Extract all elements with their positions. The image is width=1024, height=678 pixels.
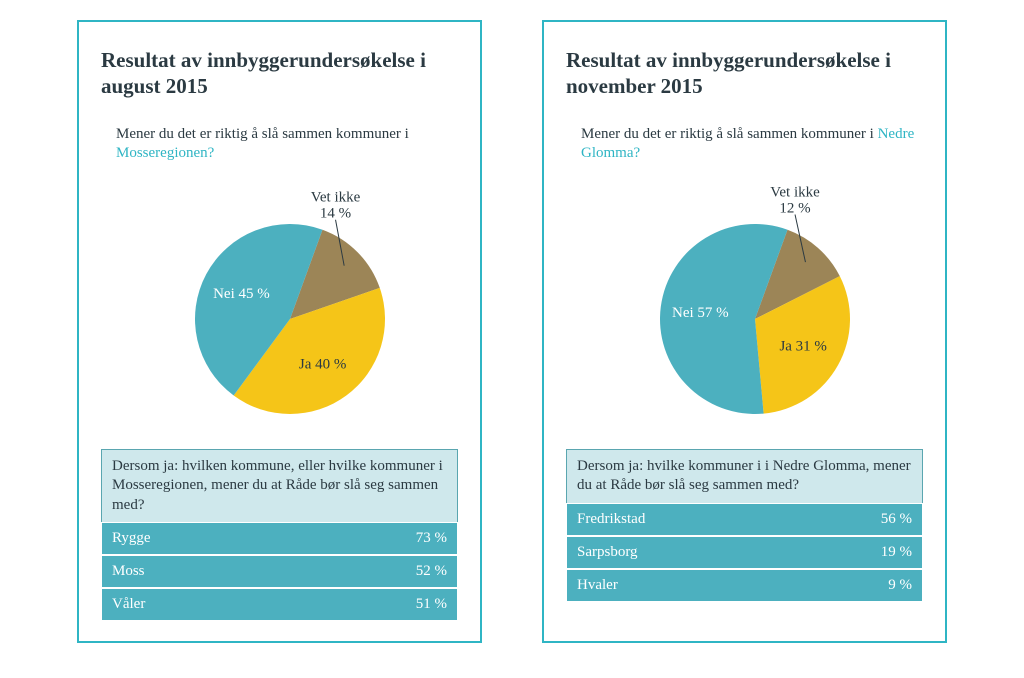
row-value: 19 % — [843, 536, 923, 569]
table-row: Rygge73 % — [101, 522, 458, 555]
pie-question: Mener du det er riktig å slå sammen komm… — [116, 125, 458, 164]
pie-label-nei: Nei 45 % — [213, 286, 270, 302]
question-highlight: Mosseregionen? — [116, 145, 214, 161]
pie-pct-vetikke: 12 % — [779, 200, 810, 216]
row-name: Moss — [101, 555, 378, 588]
row-value: 9 % — [843, 569, 923, 602]
panel-november: Resultat av innbyggerundersøkelse i nove… — [542, 20, 947, 643]
row-name: Rygge — [101, 522, 378, 555]
row-value: 52 % — [378, 555, 458, 588]
table-row: Hvaler9 % — [566, 569, 923, 602]
panel-august: Resultat av innbyggerundersøkelse i augu… — [77, 20, 482, 643]
pie-chart: Vet ikke14 % Ja 40 % Nei 45 % — [101, 169, 458, 429]
table-question: Dersom ja: hvilke kommuner i i Nedre Glo… — [566, 449, 923, 503]
pie-label-nei: Nei 57 % — [672, 305, 729, 321]
pie-label-ja: Ja 40 % — [298, 356, 346, 372]
result-table: Dersom ja: hvilken kommune, eller hvilke… — [101, 449, 458, 622]
question-pre: Mener du det er riktig å slå sammen komm… — [581, 126, 878, 142]
table-row: Fredrikstad56 % — [566, 503, 923, 536]
pie-pct-vetikke: 14 % — [319, 205, 350, 221]
row-value: 73 % — [378, 522, 458, 555]
pie-label-ja: Ja 31 % — [779, 338, 827, 354]
pie-chart: Vet ikke12 % Ja 31 % Nei 57 % — [566, 169, 923, 429]
row-value: 51 % — [378, 588, 458, 621]
pie-label-vetikke: Vet ikke — [310, 189, 360, 205]
row-name: Sarpsborg — [566, 536, 843, 569]
pie-question: Mener du det er riktig å slå sammen komm… — [581, 125, 923, 164]
row-name: Fredrikstad — [566, 503, 843, 536]
panel-title: Resultat av innbyggerundersøkelse i augu… — [101, 47, 458, 100]
table-row: Sarpsborg19 % — [566, 536, 923, 569]
row-value: 56 % — [843, 503, 923, 536]
row-name: Våler — [101, 588, 378, 621]
table-row: Våler51 % — [101, 588, 458, 621]
panel-title: Resultat av innbyggerundersøkelse i nove… — [566, 47, 923, 100]
pie-svg: Vet ikke14 % Ja 40 % Nei 45 % — [120, 174, 440, 434]
row-name: Hvaler — [566, 569, 843, 602]
pie-label-vetikke: Vet ikke — [770, 184, 820, 200]
pie-svg: Vet ikke12 % Ja 31 % Nei 57 % — [585, 174, 905, 434]
result-table: Dersom ja: hvilke kommuner i i Nedre Glo… — [566, 449, 923, 602]
question-pre: Mener du det er riktig å slå sammen komm… — [116, 126, 409, 142]
table-question: Dersom ja: hvilken kommune, eller hvilke… — [101, 449, 458, 523]
table-row: Moss52 % — [101, 555, 458, 588]
